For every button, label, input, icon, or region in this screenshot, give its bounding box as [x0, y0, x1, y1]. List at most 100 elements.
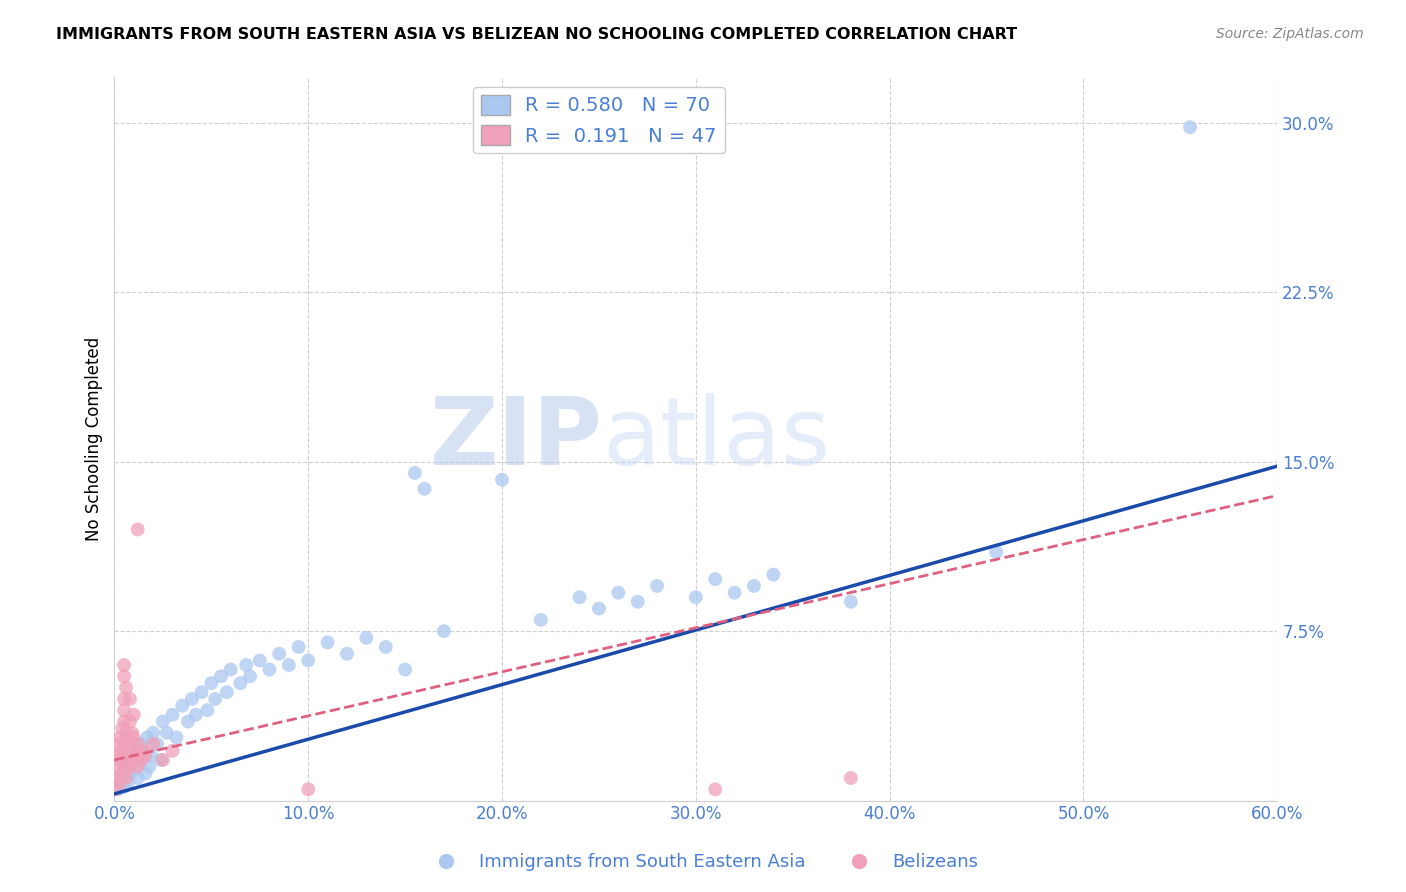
- Point: [588, 601, 610, 615]
- Point: [112, 714, 135, 729]
- Point: [107, 737, 129, 751]
- Point: [125, 744, 148, 758]
- Point: [316, 635, 339, 649]
- Point: [115, 748, 138, 763]
- Point: [229, 676, 252, 690]
- Point: [112, 669, 135, 683]
- Point: [112, 780, 135, 794]
- Point: [134, 748, 156, 763]
- Point: [107, 760, 129, 774]
- Point: [136, 731, 159, 745]
- Point: [141, 748, 163, 763]
- Point: [200, 676, 222, 690]
- Point: [394, 663, 416, 677]
- Point: [105, 771, 128, 785]
- Text: atlas: atlas: [603, 393, 831, 485]
- Point: [128, 753, 150, 767]
- Point: [127, 760, 149, 774]
- Point: [1178, 120, 1201, 135]
- Point: [112, 658, 135, 673]
- Point: [110, 775, 132, 789]
- Point: [112, 760, 135, 774]
- Point: [742, 579, 765, 593]
- Point: [110, 731, 132, 745]
- Point: [704, 572, 727, 586]
- Point: [117, 753, 139, 767]
- Point: [184, 707, 207, 722]
- Point: [115, 771, 138, 785]
- Point: [413, 482, 436, 496]
- Point: [433, 624, 456, 639]
- Point: [132, 744, 155, 758]
- Point: [142, 737, 165, 751]
- Point: [627, 595, 650, 609]
- Point: [111, 721, 134, 735]
- Point: [111, 771, 134, 785]
- Point: [127, 771, 149, 785]
- Point: [269, 647, 291, 661]
- Point: [374, 640, 396, 654]
- Point: [122, 707, 145, 722]
- Point: [152, 753, 174, 767]
- Point: [115, 760, 138, 774]
- Point: [249, 653, 271, 667]
- Point: [128, 748, 150, 763]
- Point: [986, 545, 1008, 559]
- Point: [839, 595, 862, 609]
- Text: ZIP: ZIP: [430, 393, 603, 485]
- Point: [121, 748, 143, 763]
- Point: [277, 658, 299, 673]
- Point: [138, 760, 160, 774]
- Y-axis label: No Schooling Completed: No Schooling Completed: [86, 337, 103, 541]
- Point: [162, 707, 184, 722]
- Point: [117, 775, 139, 789]
- Point: [134, 766, 156, 780]
- Point: [219, 663, 242, 677]
- Point: [149, 753, 172, 767]
- Point: [125, 744, 148, 758]
- Point: [122, 760, 145, 774]
- Point: [235, 658, 257, 673]
- Point: [404, 466, 426, 480]
- Point: [112, 703, 135, 717]
- Text: Source: ZipAtlas.com: Source: ZipAtlas.com: [1216, 27, 1364, 41]
- Point: [215, 685, 238, 699]
- Text: IMMIGRANTS FROM SOUTH EASTERN ASIA VS BELIZEAN NO SCHOOLING COMPLETED CORRELATIO: IMMIGRANTS FROM SOUTH EASTERN ASIA VS BE…: [56, 27, 1018, 42]
- Point: [704, 782, 727, 797]
- Point: [131, 737, 153, 751]
- Point: [165, 731, 187, 745]
- Point: [112, 692, 135, 706]
- Point: [152, 714, 174, 729]
- Point: [723, 585, 745, 599]
- Point: [190, 685, 212, 699]
- Point: [118, 692, 141, 706]
- Point: [239, 669, 262, 683]
- Point: [297, 653, 319, 667]
- Point: [156, 726, 179, 740]
- Point: [117, 731, 139, 745]
- Point: [204, 692, 226, 706]
- Point: [122, 753, 145, 767]
- Point: [568, 591, 591, 605]
- Point: [118, 760, 141, 774]
- Point: [112, 737, 135, 751]
- Point: [259, 663, 281, 677]
- Point: [197, 703, 219, 717]
- Point: [110, 775, 132, 789]
- Point: [172, 698, 194, 713]
- Point: [530, 613, 553, 627]
- Point: [177, 714, 200, 729]
- Point: [127, 523, 149, 537]
- Point: [105, 782, 128, 797]
- Point: [122, 731, 145, 745]
- Point: [491, 473, 513, 487]
- Point: [107, 782, 129, 797]
- Point: [762, 567, 785, 582]
- Point: [112, 766, 135, 780]
- Point: [645, 579, 668, 593]
- Point: [115, 681, 138, 695]
- Point: [209, 669, 232, 683]
- Point: [685, 591, 707, 605]
- Point: [336, 647, 359, 661]
- Point: [110, 753, 132, 767]
